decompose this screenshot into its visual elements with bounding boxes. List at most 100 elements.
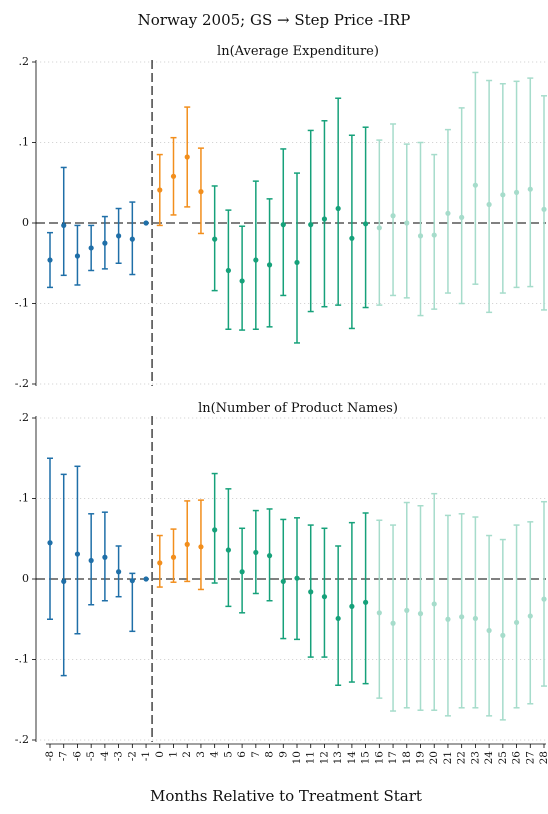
estimate-23	[472, 71, 479, 285]
x-tick-label: 13	[332, 751, 344, 764]
panel-1: -.2 -.1 0 .1 .2	[15, 55, 547, 390]
estimate-17	[390, 524, 397, 712]
point-estimate	[129, 236, 135, 242]
estimate-1	[170, 528, 177, 583]
estimate-7	[252, 509, 259, 595]
point-estimate	[143, 576, 149, 582]
point-estimate	[253, 257, 259, 263]
y-tick-label: -.2	[15, 377, 29, 390]
x-axis: -8 -7 -6 -5 -4 -3 -2 -1 0 1 2 3 4 5 6 7 8 9 10 11 12 13 14 15 16…	[44, 743, 548, 765]
estimate-14	[348, 134, 355, 330]
estimate-8	[266, 508, 273, 602]
point-estimate	[184, 154, 190, 160]
point-estimate	[390, 620, 396, 626]
estimate-0	[156, 153, 163, 227]
point-estimate	[157, 187, 163, 193]
point-estimate	[308, 589, 314, 595]
estimate-0	[156, 534, 163, 588]
estimate-1	[170, 136, 177, 216]
estimate-28	[541, 500, 547, 687]
point-estimate	[294, 259, 300, 266]
x-tick-label: 8	[264, 751, 276, 758]
point-estimate	[500, 632, 506, 638]
x-tick-label: 4	[209, 751, 221, 758]
point-estimate	[88, 245, 94, 251]
y-tick-label: 0	[22, 572, 29, 585]
x-tick-label: 26	[511, 751, 523, 765]
x-tick-label: 7	[250, 751, 262, 758]
point-estimate	[198, 189, 204, 195]
estimate-12	[321, 527, 328, 658]
point-estimate	[239, 278, 245, 284]
point-estimate	[170, 554, 177, 560]
estimate-2	[184, 106, 191, 208]
estimate-26	[513, 80, 520, 289]
estimate-10	[294, 517, 300, 641]
estimate-25	[499, 538, 506, 721]
point-estimate	[266, 262, 273, 268]
point-estimate	[363, 599, 369, 605]
estimate--1	[143, 220, 149, 226]
x-tick-label: -7	[58, 751, 70, 761]
point-estimate	[404, 607, 410, 613]
estimate-27	[527, 521, 534, 705]
estimate-20	[431, 153, 438, 310]
point-estimate	[500, 192, 506, 198]
point-estimate	[74, 253, 81, 259]
x-tick-label: 25	[497, 751, 509, 764]
x-tick-label: 24	[483, 751, 495, 765]
x-tick-label: 14	[346, 751, 358, 765]
estimate-19	[417, 504, 424, 711]
estimate--4	[101, 215, 108, 270]
y-tick-label: .2	[19, 55, 30, 68]
estimate--3	[115, 545, 122, 598]
point-estimate	[239, 569, 245, 575]
point-estimate	[376, 610, 382, 616]
y-tick-label: -.1	[15, 297, 29, 310]
estimate-18	[403, 501, 410, 709]
estimate--6	[74, 224, 81, 286]
point-estimate	[459, 614, 465, 620]
estimate-4	[211, 185, 218, 292]
point-estimate	[541, 596, 547, 602]
y-tick-label: .1	[19, 492, 30, 505]
x-tick-label: 6	[236, 751, 248, 758]
y-tick-label: .2	[19, 411, 30, 424]
point-estimate	[47, 540, 53, 546]
point-estimate	[88, 557, 94, 564]
point-estimate	[184, 541, 190, 547]
point-estimate	[225, 267, 231, 274]
point-estimate	[513, 189, 520, 196]
y-tick-label: -.2	[15, 733, 29, 746]
point-estimate	[527, 186, 533, 192]
estimate-5	[225, 488, 232, 608]
x-tick-label: 3	[195, 751, 207, 758]
point-estimate	[102, 554, 108, 560]
x-tick-label: 23	[469, 751, 481, 764]
x-tick-label: 28	[538, 751, 548, 764]
estimate-11	[307, 524, 314, 658]
x-tick-label: 20	[428, 751, 440, 764]
x-tick-label: 15	[360, 751, 372, 764]
x-tick-label: 16	[373, 751, 385, 765]
estimate-24	[486, 79, 493, 314]
x-tick-label: 2	[181, 751, 193, 758]
x-tick-label: 27	[524, 751, 536, 764]
point-estimate	[472, 182, 478, 188]
estimate-11	[307, 129, 314, 313]
estimate--8	[47, 457, 53, 620]
point-estimate	[116, 233, 122, 239]
point-estimate	[47, 257, 53, 263]
estimate-27	[527, 77, 534, 288]
point-estimate	[129, 578, 135, 584]
panel-2: -.2 -.1 0 .1 .2	[15, 411, 547, 746]
x-axis-label: Months Relative to Treatment Start	[150, 787, 422, 805]
estimate--6	[74, 465, 81, 635]
point-estimate	[431, 601, 437, 607]
point-estimate	[472, 615, 478, 622]
estimate-6	[239, 527, 246, 614]
estimate-7	[252, 180, 259, 331]
point-estimate	[445, 616, 451, 622]
point-estimate	[349, 603, 355, 609]
